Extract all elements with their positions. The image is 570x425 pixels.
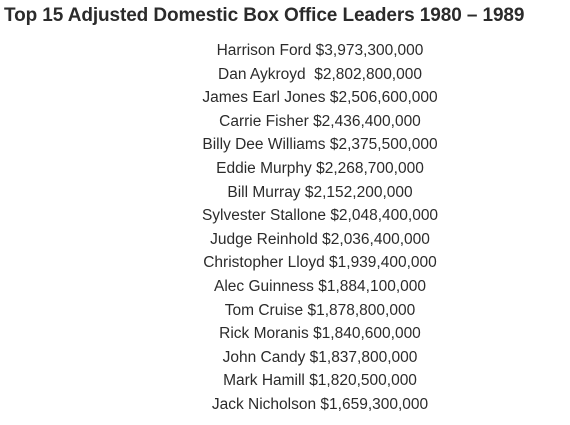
actor-name: Tom Cruise	[224, 301, 304, 319]
list-item: Judge Reinhold $2,036,400,000	[0, 228, 570, 252]
actor-name: Jack Nicholson	[211, 395, 317, 413]
page-title: Top 15 Adjusted Domestic Box Office Lead…	[4, 5, 525, 26]
actor-name: Eddie Murphy	[216, 159, 312, 177]
list-item: Mark Hamill $1,820,500,000	[0, 369, 570, 393]
list-item: James Earl Jones $2,506,600,000	[0, 86, 570, 110]
actor-name: James Earl Jones	[202, 89, 326, 107]
actor-name: Bill Murray	[227, 183, 301, 201]
actor-name: Dan Aykroyd	[218, 65, 310, 83]
list-item: Bill Murray $2,152,200,000	[0, 181, 570, 205]
actor-name: Rick Moranis	[219, 325, 309, 343]
list-item: Tom Cruise $1,878,800,000	[0, 299, 570, 323]
list-item: Rick Moranis $1,840,600,000	[0, 322, 570, 346]
list-item: Harrison Ford $3,973,300,000	[0, 39, 570, 63]
box-office-gross: $1,837,800,000	[309, 348, 418, 366]
box-office-gross: $1,939,400,000	[329, 254, 437, 272]
list-item: Alec Guinness $1,884,100,000	[0, 275, 570, 299]
list-item: Jack Nicholson $1,659,300,000	[0, 393, 570, 417]
list-item: Dan Aykroyd $2,802,800,000	[0, 63, 570, 87]
box-office-gross: $2,802,800,000	[314, 65, 422, 83]
actor-name: Judge Reinhold	[210, 230, 318, 248]
box-office-gross: $2,506,600,000	[329, 89, 438, 107]
leaders-list: Harrison Ford $3,973,300,000 Dan Aykroyd…	[0, 39, 570, 417]
actor-name: Carrie Fisher	[219, 112, 309, 130]
actor-name: Christopher Lloyd	[203, 254, 325, 272]
list-item: John Candy $1,837,800,000	[0, 346, 570, 370]
actor-name: Sylvester Stallone	[201, 207, 326, 225]
list-item: Eddie Murphy $2,268,700,000	[0, 157, 570, 181]
list-item: Carrie Fisher $2,436,400,000	[0, 110, 570, 134]
box-office-gross: $2,436,400,000	[313, 112, 421, 130]
box-office-gross: $1,878,800,000	[307, 301, 416, 319]
list-item: Billy Dee Williams $2,375,500,000	[0, 133, 570, 157]
box-office-gross: $2,268,700,000	[316, 159, 424, 177]
box-office-gross: $2,375,500,000	[329, 136, 438, 154]
box-office-gross: $2,036,400,000	[322, 230, 430, 248]
actor-name: Billy Dee Williams	[202, 136, 326, 154]
list-item: Christopher Lloyd $1,939,400,000	[0, 251, 570, 275]
box-office-gross: $1,840,600,000	[313, 325, 421, 343]
box-office-gross: $2,048,400,000	[330, 207, 439, 225]
box-office-gross: $1,820,500,000	[309, 372, 417, 390]
box-office-gross: $1,884,100,000	[318, 277, 426, 295]
box-office-gross: $3,973,300,000	[315, 42, 424, 59]
box-office-gross: $2,152,200,000	[304, 183, 413, 201]
actor-name: Harrison Ford	[216, 42, 312, 59]
actor-name: Mark Hamill	[223, 372, 305, 390]
list-item: Sylvester Stallone $2,048,400,000	[0, 204, 570, 228]
actor-name: John Candy	[222, 348, 306, 366]
box-office-gross: $1,659,300,000	[320, 395, 429, 413]
actor-name: Alec Guinness	[213, 277, 314, 295]
